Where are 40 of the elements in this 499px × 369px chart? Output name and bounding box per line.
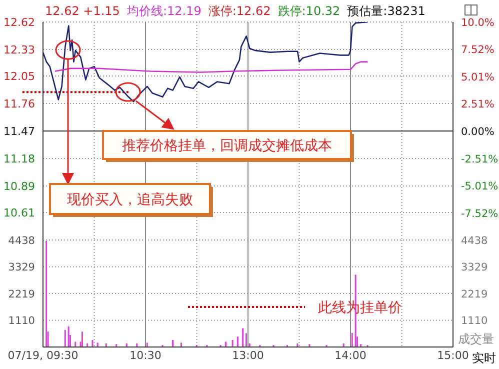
y2-tick-label: -7.52%: [461, 208, 498, 220]
annotation: 现价买入，追高失败: [67, 192, 193, 208]
y2-tick-label: 4438: [461, 235, 488, 247]
x-tick-label: 14:00: [334, 349, 366, 362]
y2-axis-title: 成交量: [458, 332, 494, 346]
y-tick-label: 12.62: [4, 16, 35, 29]
text: 预估量:38231: [347, 4, 426, 18]
y-tick-label: 10.89: [4, 180, 35, 193]
line-series: [54, 61, 368, 73]
y-tick-label: 12.33: [4, 43, 35, 56]
x-tick-label: 07/19, 09:30: [8, 349, 78, 362]
y-tick-label: 11.76: [4, 98, 35, 111]
y-tick-label: 2219: [8, 288, 35, 300]
y-tick-label: 12.05: [4, 70, 35, 84]
x-tick-label: 15:00: [437, 349, 469, 362]
text: 涨停:12.62: [208, 4, 271, 18]
y-tick-label: 1110: [8, 315, 35, 328]
text: 12.62 +1.15: [45, 4, 120, 18]
y2-tick-label: 2.51%: [461, 98, 494, 111]
x-tick-label: 10:30: [130, 349, 162, 362]
y2-tick-label: -5.01%: [461, 180, 498, 193]
y2-tick-label: 1110: [461, 315, 488, 328]
y-tick-label: 11.47: [4, 125, 35, 138]
y-tick-label: 4438: [8, 235, 35, 247]
y2-tick-label: 7.52%: [461, 44, 494, 56]
line-series: [42, 22, 368, 102]
x-tick-label: 13:00: [232, 349, 264, 362]
y2-tick-label: 5.01%: [461, 71, 494, 84]
annotation: 推荐价格挂单，回调成交摊低成本: [122, 138, 332, 154]
y2-tick-label: -2.51%: [461, 153, 498, 166]
y-tick-label: 11.18: [4, 152, 35, 166]
y-tick-label: 3329: [8, 262, 35, 274]
text: 均价线:12.19: [126, 4, 202, 18]
y-tick-label: 10.61: [4, 206, 35, 220]
text: 跌停:10.32: [278, 4, 340, 18]
y2-tick-label: 10.0%: [461, 17, 494, 29]
y2-tick-label: 3329: [461, 262, 488, 274]
y2-tick-label: 0.00%: [461, 126, 494, 138]
y2-tick-label: 2219: [461, 288, 488, 300]
text: 实时: [472, 351, 496, 365]
